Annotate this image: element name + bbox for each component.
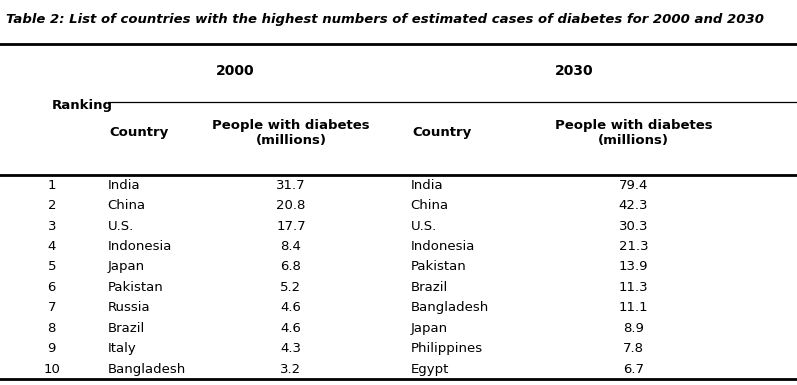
Text: Pakistan: Pakistan [410,261,466,273]
Text: 1: 1 [48,179,56,192]
Text: 7.8: 7.8 [623,342,644,355]
Text: Country: Country [110,126,169,139]
Text: 8.9: 8.9 [623,322,644,335]
Text: 21.3: 21.3 [618,240,649,253]
Text: Japan: Japan [108,261,145,273]
Text: Country: Country [413,126,472,139]
Text: Italy: Italy [108,342,136,355]
Text: 13.9: 13.9 [618,261,649,273]
Text: Indonesia: Indonesia [108,240,172,253]
Text: China: China [410,199,449,212]
Text: 42.3: 42.3 [618,199,649,212]
Text: U.S.: U.S. [108,220,134,233]
Text: 11.3: 11.3 [618,281,649,294]
Text: 6.8: 6.8 [281,261,301,273]
Text: Philippines: Philippines [410,342,482,355]
Text: Japan: Japan [410,322,448,335]
Text: 5.2: 5.2 [281,281,301,294]
Text: Bangladesh: Bangladesh [410,301,489,314]
Text: 2: 2 [48,199,56,212]
Text: Ranking: Ranking [52,99,113,112]
Text: 4.6: 4.6 [281,301,301,314]
Text: India: India [410,179,443,192]
Text: 79.4: 79.4 [619,179,648,192]
Text: 11.1: 11.1 [618,301,649,314]
Text: 3: 3 [48,220,56,233]
Text: 3.2: 3.2 [281,363,301,375]
Text: 9: 9 [48,342,56,355]
Text: 2030: 2030 [555,64,593,78]
Text: Indonesia: Indonesia [410,240,475,253]
Text: 20.8: 20.8 [277,199,305,212]
Text: Brazil: Brazil [108,322,145,335]
Text: Egypt: Egypt [410,363,449,375]
Text: 6: 6 [48,281,56,294]
Text: 2000: 2000 [216,64,254,78]
Text: China: China [108,199,146,212]
Text: Brazil: Brazil [410,281,448,294]
Text: 6.7: 6.7 [623,363,644,375]
Text: Bangladesh: Bangladesh [108,363,186,375]
Text: 4.3: 4.3 [281,342,301,355]
Text: 4.6: 4.6 [281,322,301,335]
Text: 7: 7 [48,301,56,314]
Text: 31.7: 31.7 [276,179,306,192]
Text: 30.3: 30.3 [618,220,649,233]
Text: Pakistan: Pakistan [108,281,163,294]
Text: 5: 5 [48,261,56,273]
Text: 8: 8 [48,322,56,335]
Text: Table 2: List of countries with the highest numbers of estimated cases of diabet: Table 2: List of countries with the high… [6,13,764,27]
Text: People with diabetes
(millions): People with diabetes (millions) [555,119,713,147]
Text: 17.7: 17.7 [276,220,306,233]
Text: Russia: Russia [108,301,150,314]
Text: 4: 4 [48,240,56,253]
Text: 8.4: 8.4 [281,240,301,253]
Text: India: India [108,179,140,192]
Text: U.S.: U.S. [410,220,437,233]
Text: 10: 10 [43,363,61,375]
Text: People with diabetes
(millions): People with diabetes (millions) [212,119,370,147]
